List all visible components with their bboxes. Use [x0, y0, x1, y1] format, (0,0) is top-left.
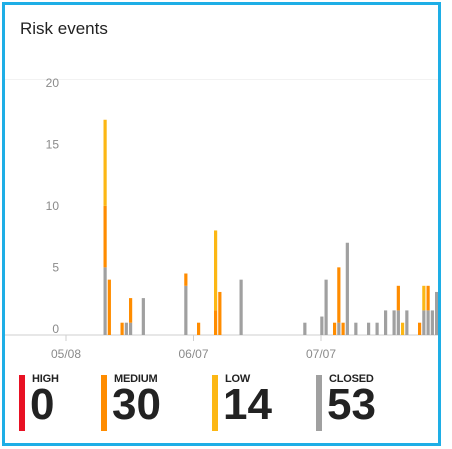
y-tick-label: 15 — [46, 138, 60, 152]
bar-closed[interactable] — [184, 285, 188, 335]
bar-closed[interactable] — [324, 279, 328, 335]
bar-medium[interactable] — [341, 322, 345, 335]
legend-medium-label: MEDIUM — [114, 373, 158, 385]
bar-closed[interactable] — [430, 310, 434, 335]
legend-low-swatch — [212, 375, 218, 431]
bar-medium[interactable] — [103, 205, 107, 268]
bar-medium[interactable] — [184, 273, 188, 286]
bar-medium[interactable] — [214, 310, 218, 335]
bar-closed[interactable] — [426, 310, 430, 335]
bar-closed[interactable] — [345, 242, 349, 335]
y-tick-label: 20 — [46, 76, 60, 90]
bar-medium[interactable] — [333, 322, 337, 335]
bar-medium[interactable] — [120, 322, 124, 335]
bar-medium[interactable] — [197, 322, 201, 335]
legend-closed-count: 53 — [327, 380, 376, 429]
x-tick-label: 06/07 — [178, 347, 208, 361]
bar-medium[interactable] — [107, 279, 111, 335]
bar-closed[interactable] — [141, 298, 145, 335]
legend-low-label: LOW — [225, 373, 251, 385]
legend-low-count: 14 — [223, 380, 272, 429]
legend-closed-label: CLOSED — [329, 373, 374, 385]
bar-closed[interactable] — [124, 322, 128, 335]
bar-closed[interactable] — [375, 322, 379, 335]
severity-legend: HIGH 0 MEDIUM 30 LOW 14 CLOSED 53 — [19, 373, 439, 439]
bar-closed[interactable] — [405, 310, 409, 335]
bar-closed[interactable] — [129, 322, 133, 335]
bar-closed[interactable] — [239, 279, 243, 335]
legend-high-label: HIGH — [32, 373, 59, 385]
y-tick-label: 10 — [46, 199, 60, 213]
bar-closed[interactable] — [384, 310, 388, 335]
bar-closed[interactable] — [435, 291, 438, 335]
bar-closed[interactable] — [337, 322, 341, 335]
legend-medium-count: 30 — [112, 380, 161, 429]
legend-medium-swatch — [101, 375, 107, 431]
bar-closed[interactable] — [396, 310, 400, 335]
chart-bars — [103, 119, 438, 335]
legend-closed-swatch — [316, 375, 322, 431]
x-axis-ticks: 05/08 06/07 07/07 — [51, 335, 336, 361]
bar-closed[interactable] — [392, 310, 396, 335]
bar-closed[interactable] — [103, 267, 107, 335]
card-title: Risk events — [20, 19, 108, 38]
risk-events-card[interactable]: Risk events 0 5 10 15 20 05/08 06/07 07/07 HIG… — [2, 2, 441, 446]
bar-medium[interactable] — [418, 322, 422, 335]
y-axis-ticks: 0 5 10 15 20 — [46, 76, 60, 336]
risk-events-chart: 0 5 10 15 20 05/08 06/07 07/07 — [5, 76, 438, 361]
bar-medium[interactable] — [218, 291, 222, 335]
bar-closed[interactable] — [320, 316, 324, 335]
y-tick-label: 0 — [52, 322, 59, 336]
bar-closed[interactable] — [303, 322, 307, 335]
bar-low[interactable] — [422, 285, 426, 311]
bar-low[interactable] — [103, 119, 107, 206]
y-tick-label: 5 — [52, 261, 59, 275]
bar-low[interactable] — [214, 230, 218, 311]
title-divider — [5, 79, 438, 80]
x-tick-label: 07/07 — [306, 347, 336, 361]
legend-high-swatch — [19, 375, 25, 431]
bar-closed[interactable] — [354, 322, 358, 335]
bar-low[interactable] — [401, 322, 405, 335]
bar-closed[interactable] — [367, 322, 371, 335]
bar-medium[interactable] — [337, 267, 341, 323]
x-tick-label: 05/08 — [51, 347, 81, 361]
bar-medium[interactable] — [426, 285, 430, 311]
legend-high-count: 0 — [30, 380, 55, 429]
bar-medium[interactable] — [396, 285, 400, 311]
bar-medium[interactable] — [129, 298, 133, 323]
bar-closed[interactable] — [422, 310, 426, 335]
